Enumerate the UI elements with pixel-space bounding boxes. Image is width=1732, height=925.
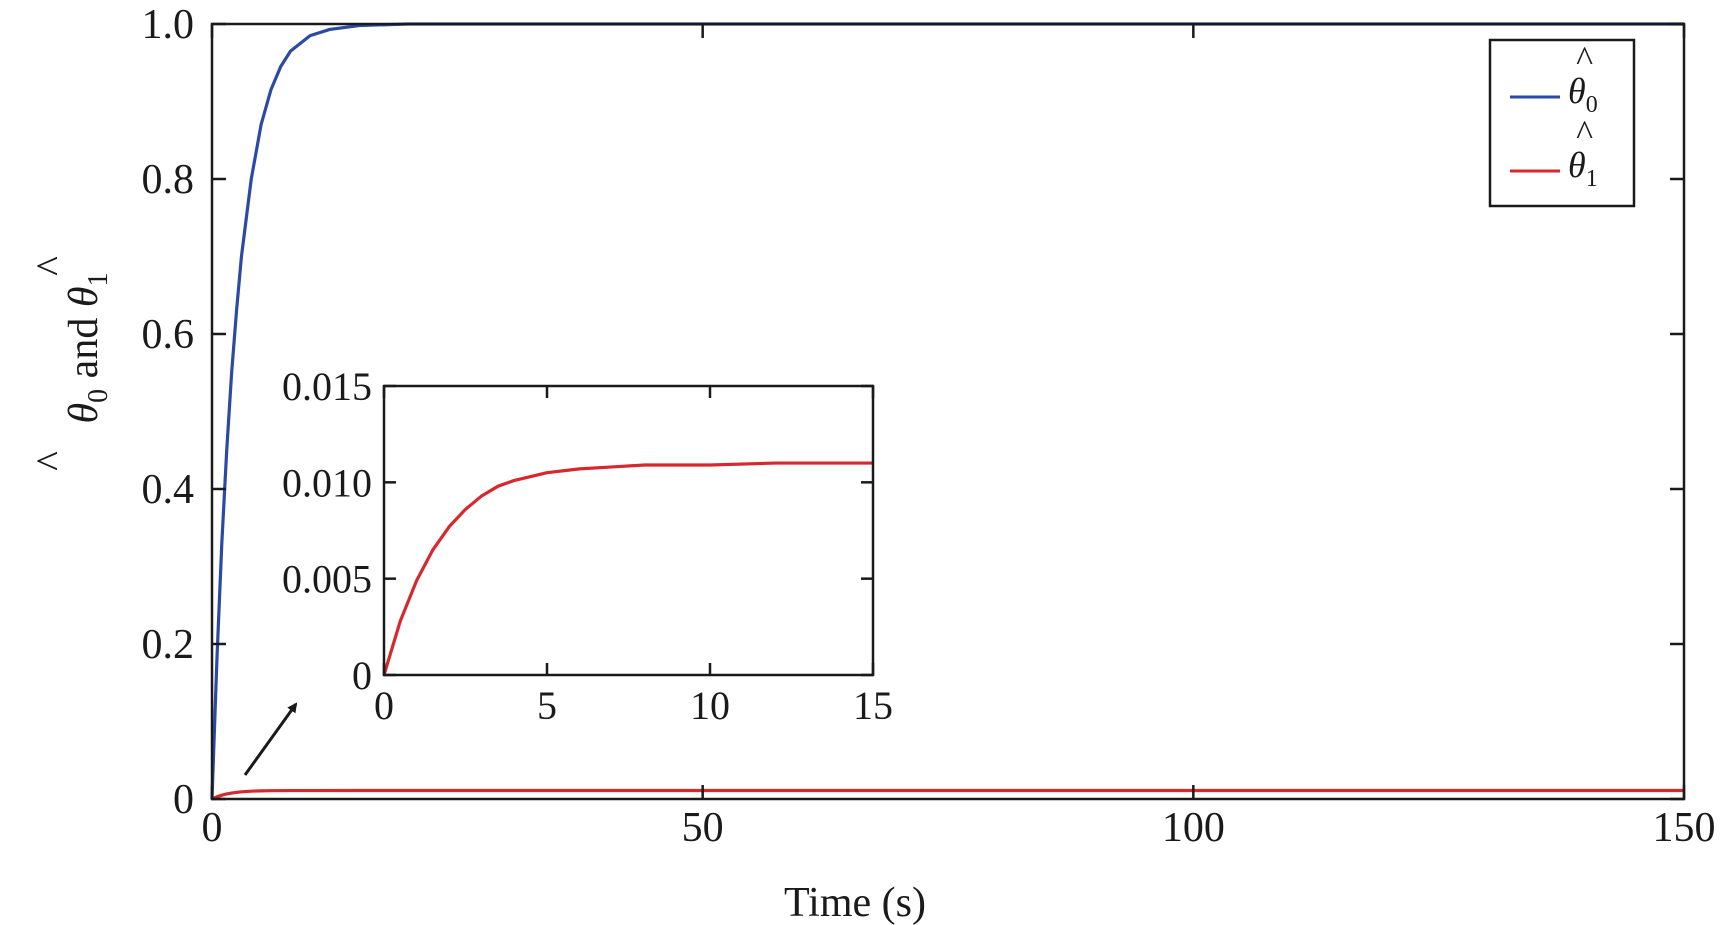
main-x-tick-labels: 0 50 100 150 <box>202 805 1716 851</box>
legend-hat-theta1: ^ <box>1575 113 1593 153</box>
legend: ^ θ0 ^ θ1 <box>1488 38 1636 208</box>
inset-y-tick-label: 0 <box>352 653 372 698</box>
x-axis-title: Time (s) <box>784 880 926 925</box>
inset-x-tick-label: 0 <box>374 683 394 728</box>
y-axis-title-hat-1: ^ <box>29 256 75 276</box>
inset-y-tick-labels: 0 0.005 0.010 0.015 <box>282 364 372 698</box>
inset-ticks-group <box>382 384 875 677</box>
main-plot-frame <box>210 22 1686 801</box>
inset-plot: 0 5 10 15 0 0.005 0.010 0.015 <box>282 364 893 728</box>
main-y-tick-label: 1.0 <box>142 2 195 48</box>
main-ticks-group <box>210 22 1686 801</box>
main-x-tick-label: 100 <box>1162 805 1225 851</box>
legend-label-theta1: θ1 <box>1568 145 1598 192</box>
zoom-arrow <box>243 702 298 776</box>
main-y-tick-label: 0.4 <box>142 467 195 513</box>
svg-text:θ0 and θ1: θ0 and θ1 <box>61 273 114 424</box>
inset-x-tick-labels: 0 5 10 15 <box>374 683 893 728</box>
inset-y-tick-label: 0.010 <box>282 460 372 505</box>
inset-x-tick-label: 15 <box>853 683 893 728</box>
main-y-tick-labels: 0 0.2 0.4 0.6 0.8 1.0 <box>142 2 195 823</box>
main-y-tick-label: 0.2 <box>142 622 195 668</box>
legend-box <box>1488 38 1636 208</box>
main-y-tick-label: 0 <box>173 777 194 823</box>
main-x-tick-label: 0 <box>202 805 223 851</box>
inset-x-tick-label: 10 <box>690 683 730 728</box>
inset-series-line-0 <box>382 461 873 676</box>
main-plot: 0 50 100 150 00.20.40.60.81.0 Time (s) θ0 a… <box>29 2 1716 925</box>
main-x-tick-label: 50 <box>682 805 724 851</box>
legend-label-theta0: θ0 <box>1568 71 1598 118</box>
inset-x-tick-label: 5 <box>537 683 557 728</box>
inset-y-tick-label: 0.005 <box>282 557 372 602</box>
y-axis-title-hat-0: ^ <box>29 451 75 471</box>
main-y-tick-label: 0.6 <box>142 312 195 358</box>
main-series-line-1 <box>211 788 1684 801</box>
inset-y-tick-label: 0.015 <box>282 364 372 409</box>
legend-hat-theta0: ^ <box>1575 39 1593 79</box>
main-y-tick-label: 0.8 <box>142 157 195 203</box>
y-axis-title: θ0 and θ1 ^ ^ <box>29 256 114 471</box>
inset-series-group <box>382 461 873 676</box>
inset-plot-frame <box>382 384 875 677</box>
inset-background <box>384 386 873 675</box>
main-x-tick-label: 150 <box>1653 805 1716 851</box>
